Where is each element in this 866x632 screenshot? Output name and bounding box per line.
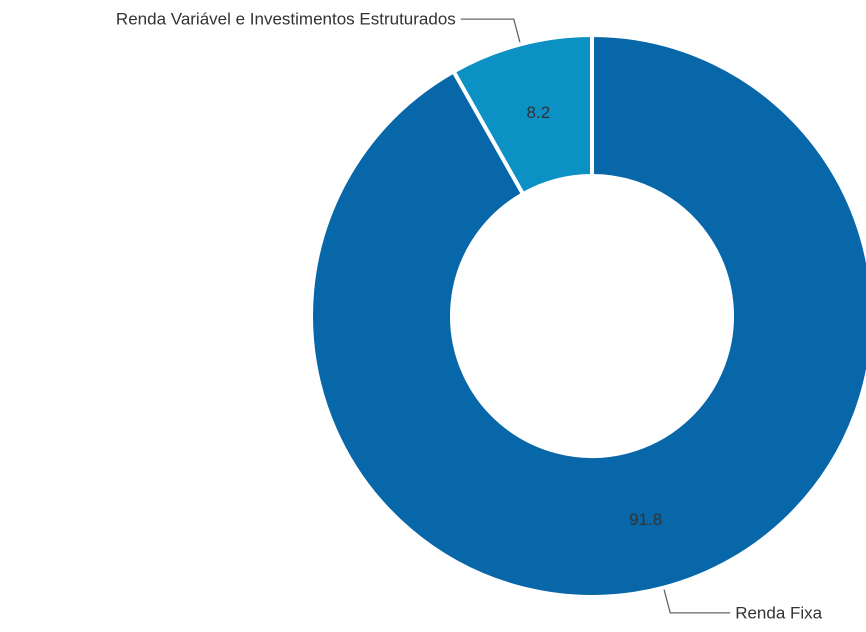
leader-line <box>663 589 731 614</box>
chart-leader-lines <box>460 18 731 614</box>
chart-slices <box>309 33 866 599</box>
chart-labels: 8.2 91.8 Renda Variável e Investimentos Es… <box>116 10 823 623</box>
donut-slice-2[interactable] <box>309 33 866 599</box>
slice-value-label: 91.8 <box>629 510 662 529</box>
slice-category-label: Renda Variável e Investimentos Estrutura… <box>116 10 456 29</box>
leader-line <box>460 18 521 43</box>
slice-value-label: 8.2 <box>527 103 551 122</box>
slice-category-label: Renda Fixa <box>735 603 822 622</box>
